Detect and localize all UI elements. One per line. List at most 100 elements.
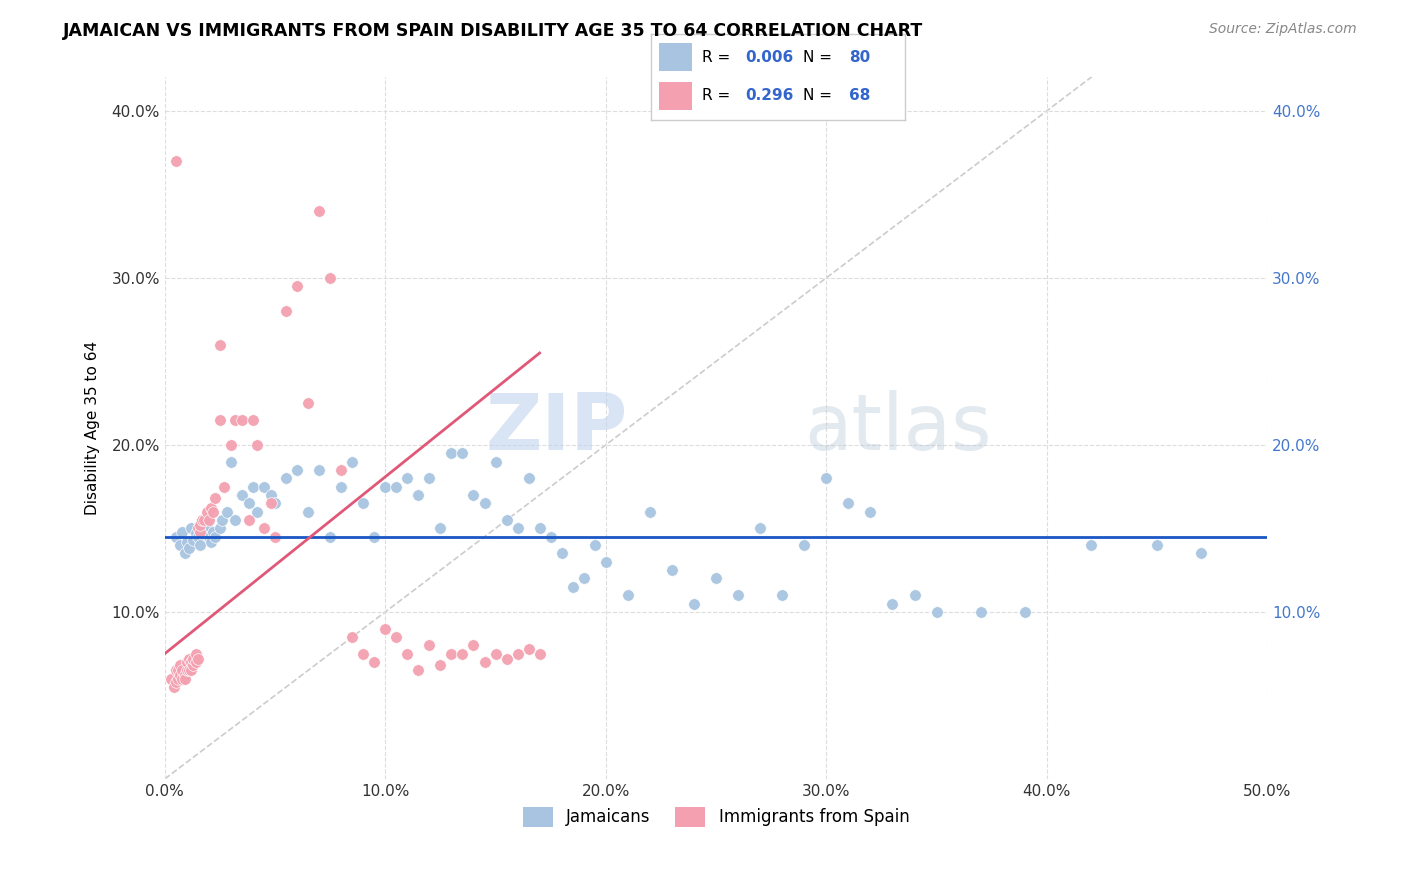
Point — [517, 641, 540, 656]
Point — [297, 505, 319, 519]
Point — [253, 480, 276, 494]
Point — [198, 530, 221, 544]
Point — [187, 521, 209, 535]
Point — [925, 605, 948, 619]
Point — [188, 538, 211, 552]
Text: 0.296: 0.296 — [745, 88, 793, 103]
Point — [495, 513, 517, 527]
Point — [219, 454, 242, 468]
Point — [285, 279, 308, 293]
Point — [418, 638, 440, 652]
Point — [385, 630, 408, 644]
Point — [342, 454, 364, 468]
Point — [231, 488, 253, 502]
Text: ZIP: ZIP — [485, 390, 628, 467]
Point — [242, 413, 264, 427]
Point — [274, 304, 297, 318]
Point — [342, 630, 364, 644]
Point — [484, 647, 506, 661]
Point — [211, 513, 233, 527]
Point — [184, 655, 207, 669]
Y-axis label: Disability Age 35 to 64: Disability Age 35 to 64 — [86, 341, 100, 516]
Point — [167, 664, 190, 678]
Point — [1080, 538, 1102, 552]
Point — [374, 622, 396, 636]
Point — [770, 588, 793, 602]
Text: 80: 80 — [849, 50, 870, 64]
Point — [176, 534, 198, 549]
Point — [169, 668, 191, 682]
Point — [193, 524, 215, 539]
Point — [363, 655, 385, 669]
Point — [198, 513, 221, 527]
Point — [463, 488, 485, 502]
Point — [529, 647, 551, 661]
Point — [572, 572, 595, 586]
Point — [408, 664, 430, 678]
Point — [859, 505, 882, 519]
Point — [550, 546, 572, 560]
Point — [160, 672, 183, 686]
Point — [540, 530, 562, 544]
Point — [352, 496, 374, 510]
Point — [165, 675, 187, 690]
Point — [208, 521, 231, 535]
Point — [173, 672, 195, 686]
Point — [238, 496, 260, 510]
Text: R =: R = — [702, 88, 735, 103]
Point — [463, 638, 485, 652]
Point — [169, 538, 191, 552]
Point — [903, 588, 925, 602]
Point — [231, 413, 253, 427]
Point — [191, 513, 214, 527]
Point — [418, 471, 440, 485]
Point — [451, 647, 474, 661]
Point — [176, 664, 198, 678]
Point — [208, 337, 231, 351]
Point — [308, 463, 330, 477]
Point — [285, 463, 308, 477]
Point — [253, 521, 276, 535]
Point — [727, 588, 749, 602]
Point — [204, 530, 226, 544]
Point — [224, 413, 246, 427]
Point — [297, 396, 319, 410]
Text: Source: ZipAtlas.com: Source: ZipAtlas.com — [1209, 22, 1357, 37]
Point — [330, 463, 353, 477]
Point — [184, 526, 207, 541]
Point — [177, 651, 200, 665]
Point — [1146, 538, 1168, 552]
Point — [661, 563, 683, 577]
Point — [595, 555, 617, 569]
Point — [264, 530, 287, 544]
Point — [188, 518, 211, 533]
Point — [396, 471, 419, 485]
Point — [837, 496, 859, 510]
Point — [882, 597, 904, 611]
Point — [187, 651, 209, 665]
Point — [165, 664, 187, 678]
Text: atlas: atlas — [804, 390, 991, 467]
Point — [204, 491, 226, 506]
Point — [330, 480, 353, 494]
Point — [180, 655, 202, 669]
Point — [440, 446, 463, 460]
Point — [385, 480, 408, 494]
Point — [242, 480, 264, 494]
Point — [176, 655, 198, 669]
Point — [429, 658, 451, 673]
Point — [202, 524, 225, 539]
Point — [172, 664, 194, 678]
Point — [506, 647, 529, 661]
Point — [184, 647, 207, 661]
Point — [451, 446, 474, 460]
Point — [200, 501, 222, 516]
Point — [195, 505, 218, 519]
Point — [429, 521, 451, 535]
Point — [195, 518, 218, 533]
FancyBboxPatch shape — [659, 82, 692, 110]
Point — [484, 454, 506, 468]
Point — [259, 488, 281, 502]
Point — [506, 521, 529, 535]
Point — [274, 471, 297, 485]
